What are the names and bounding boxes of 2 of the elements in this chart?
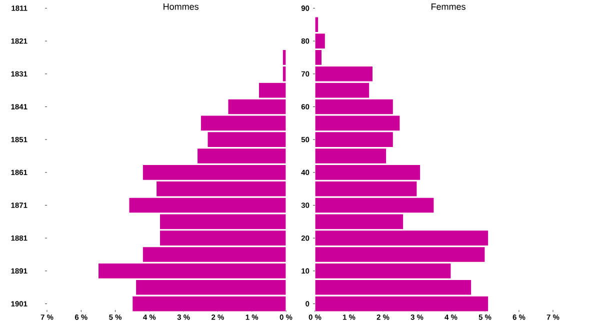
chart-title: Hommes: [164, 4, 199, 10]
chart-title: Femmes: [432, 4, 466, 10]
